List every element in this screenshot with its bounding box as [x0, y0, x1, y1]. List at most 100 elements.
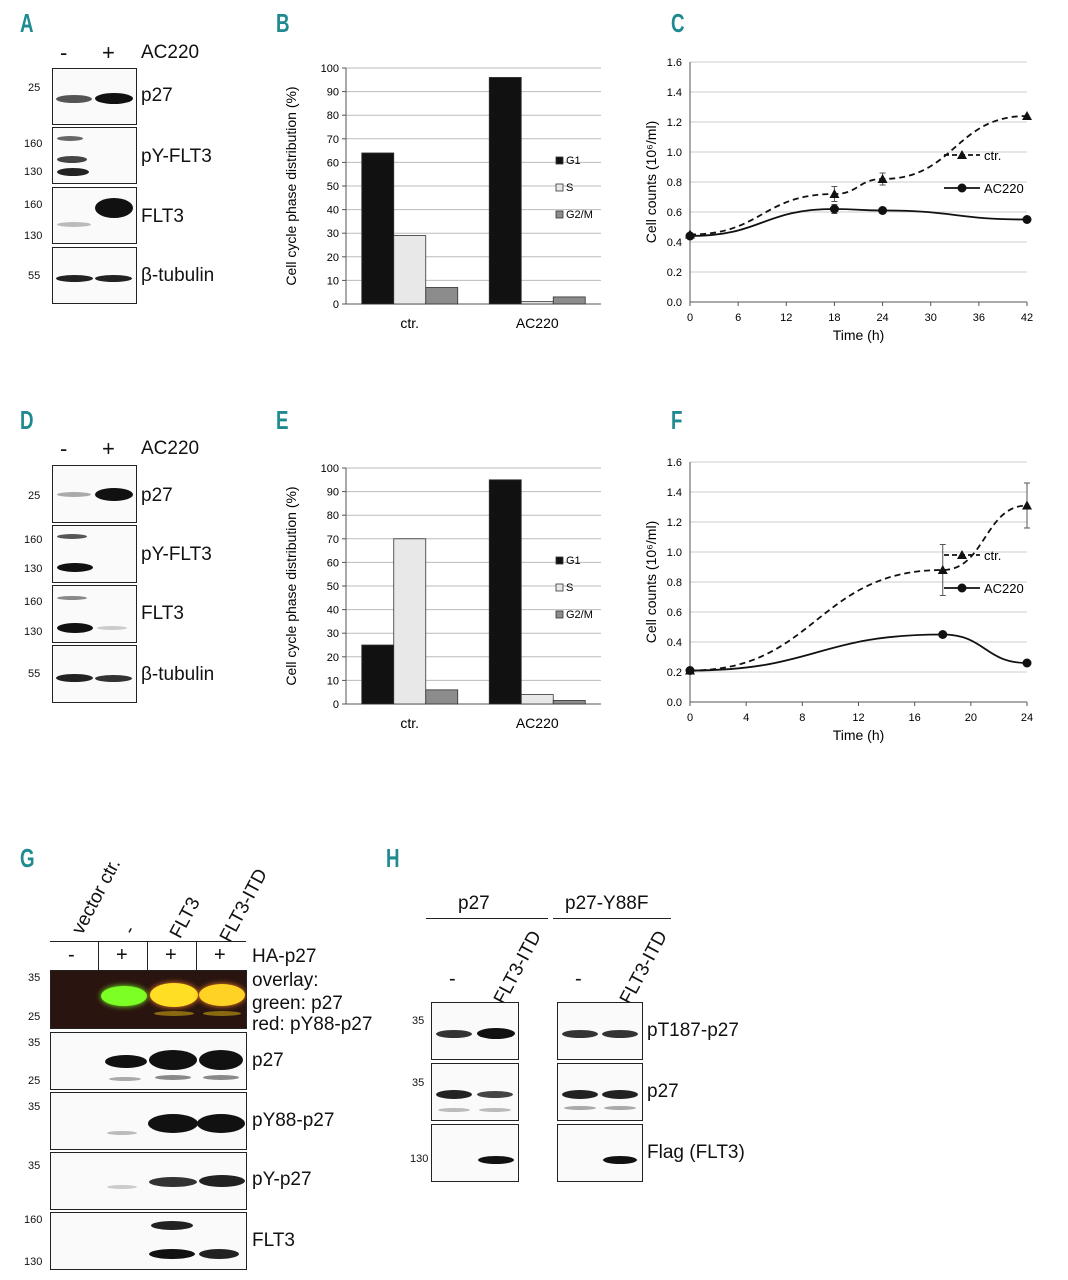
legend-label: G1: [566, 155, 581, 167]
blot-strip-p27: [52, 465, 137, 523]
band: [604, 1106, 636, 1110]
band: [477, 1028, 515, 1039]
mw-marker: 130: [24, 626, 43, 638]
chart-c: 0.0 0.2 0.4 0.6 0.8 1.0 1.2 1.4 1.6 0 6 12 18 24 30 36 4…: [643, 57, 1033, 343]
lane-h-flt3-itd: FLT3-ITD: [616, 927, 673, 1008]
x-tick-label: AC220: [516, 715, 559, 731]
x-tick-label: 16: [909, 712, 921, 724]
blot-label-beta-tubulin: β-tubulin: [141, 664, 215, 685]
bar: [488, 479, 522, 705]
group-underline: [553, 918, 671, 919]
y-axis-label: Cell cycle phase distribution (%): [283, 86, 299, 285]
y-tick-label: 90: [327, 87, 339, 99]
band: [107, 1131, 137, 1135]
panel-label-g: G: [20, 843, 35, 873]
x-tick-label: 24: [876, 312, 888, 324]
blot-strip-py88-p27: [50, 1092, 247, 1150]
blot-strip-p27: [50, 1032, 247, 1090]
band: [602, 1090, 638, 1099]
mw-marker: 25: [28, 1075, 41, 1087]
blot-label-flt3: FLT3: [141, 603, 184, 624]
legend-marker: [957, 183, 967, 193]
bar: [361, 152, 395, 305]
blot-strip-beta-tubulin: [52, 247, 137, 304]
band: [57, 168, 89, 176]
panel-label-a: A: [20, 8, 34, 38]
x-tick-label: 20: [965, 712, 977, 724]
x-axis-label: Time (h): [833, 327, 885, 343]
legend-label: G1: [566, 555, 581, 567]
blot-strip-flt3: [52, 187, 137, 244]
band: [602, 1030, 638, 1038]
lane-h-minus: -: [449, 968, 456, 990]
band: [148, 1114, 198, 1133]
y-tick-label: 100: [321, 63, 339, 75]
bar: [425, 287, 459, 305]
band: [478, 1156, 514, 1164]
legend-label: AC220: [984, 581, 1024, 596]
chart-e: 0 10 20 30 40 50 60 70 80 90 100 ctr. AC220 Cell cycl…: [283, 463, 601, 731]
legend-swatch: [555, 556, 564, 565]
bar: [520, 694, 554, 705]
y-tick-label: 1.4: [667, 487, 682, 499]
treatment-label-d: AC220: [141, 438, 200, 459]
band: [197, 1114, 245, 1133]
y-tick-label: 30: [327, 628, 339, 640]
bar: [393, 538, 427, 705]
blot-strip-overlay: [50, 970, 247, 1029]
y-tick-label: 50: [327, 181, 339, 193]
mw-marker: 55: [28, 668, 41, 680]
band: [101, 986, 147, 1006]
band: [57, 534, 87, 539]
band: [564, 1106, 596, 1110]
band: [199, 1175, 245, 1187]
band: [57, 596, 87, 600]
legend-label: ctr.: [984, 148, 1001, 163]
band: [203, 1075, 239, 1080]
y-tick-label: 0.2: [667, 667, 682, 679]
data-point: [829, 204, 839, 214]
lane-h-minus: -: [575, 968, 582, 990]
y-tick-label: 40: [327, 205, 339, 217]
mw-marker: 130: [410, 1153, 429, 1165]
y-tick-label: 80: [327, 110, 339, 122]
legend-swatch: [555, 156, 564, 165]
blot-label-p27: p27: [252, 1050, 284, 1071]
mw-marker: 160: [24, 1214, 43, 1226]
lane-d-plus: +: [102, 436, 115, 461]
band: [154, 1011, 194, 1016]
mw-marker: 160: [24, 596, 43, 608]
legend-swatch: [555, 610, 564, 619]
legend-marker: [957, 550, 967, 559]
y-tick-label: 1.0: [667, 147, 682, 159]
col-header-empty: -: [119, 922, 141, 938]
blot-label-pt187-p27: pT187-p27: [647, 1020, 739, 1041]
bar: [393, 235, 427, 305]
data-point: [685, 231, 695, 241]
y-tick-label: 70: [327, 534, 339, 546]
y-tick-label: 80: [327, 510, 339, 522]
band: [56, 275, 93, 282]
band: [57, 156, 87, 163]
panel-label-f: F: [671, 405, 683, 435]
blot-label-py-p27: pY-p27: [252, 1169, 312, 1190]
legend-label: AC220: [984, 181, 1024, 196]
band: [149, 1050, 197, 1070]
y-axis-label: Cell cycle phase distribution (%): [283, 486, 299, 685]
x-tick-label: 12: [780, 312, 792, 324]
mw-marker: 35: [412, 1077, 425, 1089]
group-label-p27: p27: [458, 893, 490, 914]
y-tick-label: 1.2: [667, 117, 682, 129]
blot-label-py-flt3: pY-FLT3: [141, 544, 212, 565]
y-tick-label: 1.0: [667, 547, 682, 559]
y-tick-label: 90: [327, 487, 339, 499]
bar: [488, 77, 522, 305]
chart-b: 0 10 20 30 40 50 60 70 80 90 100 ctr. AC220 Cell cycl…: [283, 63, 601, 331]
y-tick-label: 0: [333, 699, 339, 711]
legend-swatch: [555, 183, 564, 192]
band: [95, 275, 132, 282]
blot-label-p27: p27: [141, 485, 173, 506]
blot-strip-flt3: [50, 1212, 247, 1270]
band: [149, 1249, 195, 1259]
ha-cell: -: [68, 944, 75, 966]
